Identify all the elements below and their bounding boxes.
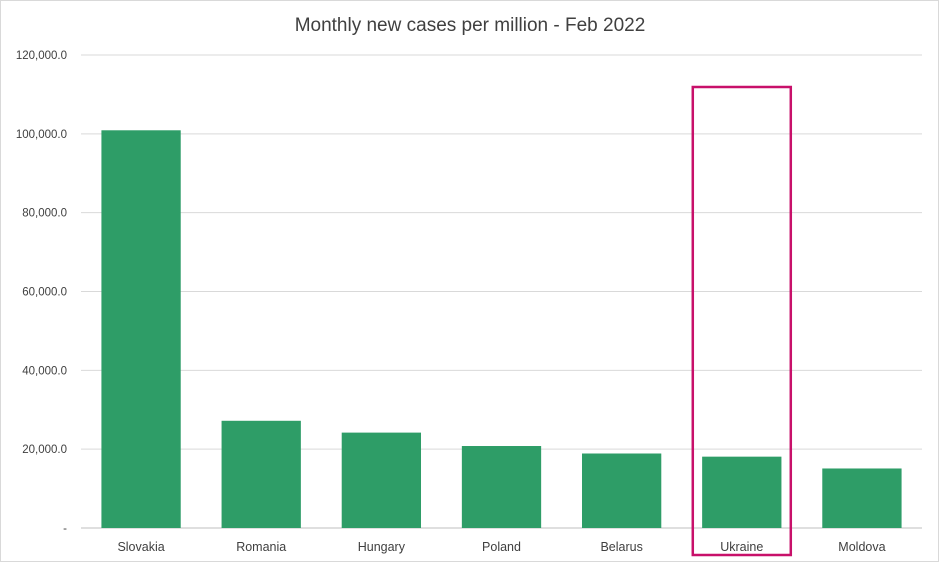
gridlines <box>81 54 922 529</box>
x-tick-label: Poland <box>482 540 521 554</box>
y-tick-label: 80,000.0 <box>22 208 67 220</box>
x-axis-ticks: Slovakia Romania Hungary Poland Belarus Ukrai… <box>117 540 885 554</box>
highlight-annotation <box>691 85 793 557</box>
bar-belarus <box>581 453 662 528</box>
bar-poland <box>461 446 542 528</box>
bar-hungary <box>341 432 422 528</box>
y-tick-label: - <box>63 523 67 535</box>
x-tick-label: Belarus <box>600 540 642 554</box>
y-tick-label: 60,000.0 <box>22 287 67 299</box>
bar-romania <box>221 420 301 528</box>
bar-moldova <box>822 468 902 528</box>
y-tick-label: 120,000.0 <box>16 50 67 62</box>
bar-slovakia <box>101 130 181 528</box>
x-tick-label: Ukraine <box>720 540 763 554</box>
x-tick-label: Hungary <box>358 540 406 554</box>
x-tick-label: Slovakia <box>117 540 164 554</box>
x-tick-label: Romania <box>236 540 286 554</box>
y-tick-label: 40,000.0 <box>22 365 67 377</box>
y-tick-label: 20,000.0 <box>22 444 67 456</box>
bar-ukraine <box>702 456 782 528</box>
chart-title: Monthly new cases per million - Feb 2022 <box>295 15 646 36</box>
y-tick-label: 100,000.0 <box>16 129 67 141</box>
bars <box>101 130 902 528</box>
highlight-box <box>691 85 793 557</box>
x-tick-label: Moldova <box>838 540 885 554</box>
y-axis-ticks: - 20,000.0 40,000.0 60,000.0 80,000.0 100,000… <box>16 50 67 535</box>
